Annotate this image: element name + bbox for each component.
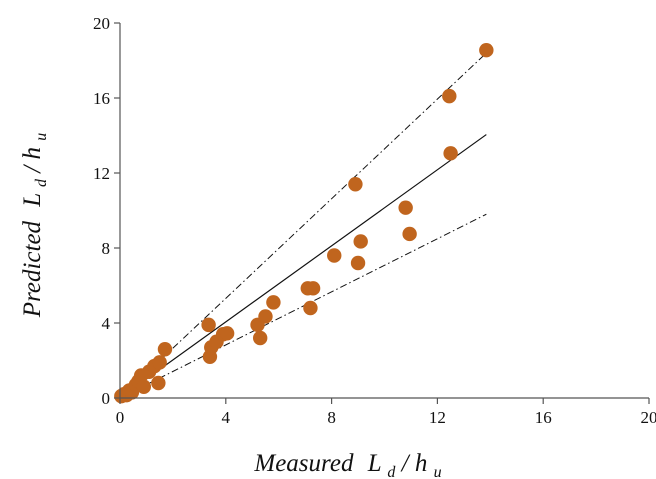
x-axis-title-main2: h [415, 450, 428, 477]
data-point [201, 317, 216, 333]
data-point [219, 326, 235, 341]
x-tick-label: 8 [327, 408, 336, 427]
data-point [252, 330, 268, 346]
data-point [443, 146, 458, 161]
y-tick-label: 4 [102, 314, 111, 333]
x-tick-label: 16 [535, 408, 552, 427]
x-axis-title-sub2: u [434, 464, 442, 479]
data-point [152, 355, 167, 370]
x-tick-label: 4 [222, 408, 231, 427]
data-point [258, 309, 273, 324]
data-point [157, 342, 173, 357]
y-tick-label: 0 [102, 389, 111, 408]
x-tick-label: 12 [429, 408, 446, 427]
x-tick-label: 0 [116, 408, 125, 427]
data-point [327, 248, 342, 263]
data-point [151, 375, 166, 391]
tick-marks [114, 22, 650, 404]
lower-bound-line [119, 213, 487, 399]
x-tick-label: 20 [641, 408, 656, 427]
data-point [136, 379, 152, 394]
axes [119, 23, 649, 399]
data-point [305, 281, 321, 296]
x-axis-title-sub: d [387, 464, 396, 479]
y-tick-label: 8 [102, 239, 111, 258]
x-axis-title: Measured L d / h u [253, 450, 441, 479]
data-point [350, 255, 366, 271]
y-axis-title: Predicted L d / h u [19, 133, 52, 318]
fit-line [119, 134, 487, 399]
y-axis-title-slash: / [19, 164, 46, 175]
y-axis-title-prefix: Predicted [19, 220, 46, 318]
y-axis-title-main: L [19, 193, 46, 207]
x-axis-title-main: L [367, 450, 381, 477]
y-axis-title-main2: h [19, 147, 46, 160]
data-point [353, 234, 368, 249]
reference-lines [119, 52, 487, 399]
data-point [442, 88, 457, 104]
y-tick-label: 20 [93, 14, 110, 33]
y-axis-title-sub: d [33, 178, 50, 187]
y-axis-title-sub2: u [33, 133, 50, 141]
y-tick-label: 12 [93, 164, 110, 183]
x-axis-title-slash: / [400, 450, 411, 477]
upper-bound-line [119, 52, 487, 399]
tick-labels: 0 4 8 12 16 20 0 4 8 12 16 20 [93, 14, 656, 427]
y-tick-label: 16 [93, 89, 110, 108]
data-point [402, 226, 417, 242]
data-point [348, 177, 363, 192]
x-axis-title-prefix: Measured [253, 450, 354, 477]
data-point [303, 300, 318, 316]
data-point [398, 200, 413, 215]
data-points [114, 42, 494, 404]
data-point [479, 42, 494, 58]
data-point [266, 295, 281, 310]
